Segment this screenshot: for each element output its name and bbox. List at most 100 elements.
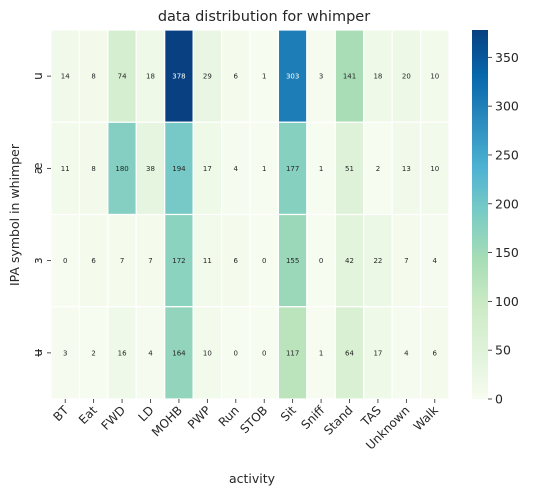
x-tick-label: Eat [76,403,100,427]
colorbar-tick-label: 150 [495,245,519,260]
heatmap-cell [277,121,308,216]
cell-value-label: 1 [319,165,323,173]
heatmap-cell [419,213,450,308]
cell-value-label: 18 [146,73,155,81]
colorbar: 0 50 100 150 200 250 300 350 [472,30,519,407]
colorbar-tick-label: 0 [495,392,503,407]
cell-value-label: 0 [63,257,67,265]
cell-value-label: 42 [345,257,354,265]
cell-value-label: 17 [373,349,382,357]
heatmap-cell [192,29,223,123]
colorbar-tick-label: 100 [495,294,519,309]
cell-value-label: 38 [146,165,155,173]
cell-value-label: 8 [91,73,95,81]
cell-value-label: 17 [203,165,212,173]
heatmap-cell [164,306,194,400]
cell-value-label: 0 [262,257,266,265]
cell-value-label: 14 [61,73,70,81]
heatmap-cell [391,306,422,400]
cell-value-label: 1 [319,349,323,357]
cell-value-label: 4 [234,165,239,173]
colorbar-tick-label: 300 [495,99,519,114]
heatmap-cell [192,306,223,400]
colorbar-tick-label: 350 [495,50,519,65]
cell-value-label: 6 [234,257,239,265]
cell-value-label: 4 [433,257,438,265]
cell-value-label: 6 [91,257,96,265]
colorbar-ticks: 0 50 100 150 200 250 300 350 [488,50,519,407]
heatmap-cell [391,121,422,216]
heatmap-cell [50,213,81,308]
cell-value-label: 177 [286,165,299,173]
cell-value-label: 20 [402,73,411,81]
heatmap-cell [78,121,109,216]
y-axis-ticks: u æ ɜ ʉ [31,72,51,357]
cell-value-label: 180 [115,165,128,173]
x-axis-label: activity [229,471,276,486]
heatmap-cell [107,213,137,308]
heatmap-cells [50,29,450,400]
x-tick-label: STOB [237,403,270,436]
x-tick-label: MOHB [149,403,185,439]
cell-value-label: 11 [203,257,212,265]
y-tick-label: ɜ [31,257,45,263]
cell-value-label: 117 [286,349,299,357]
heatmap-cell [277,306,308,400]
heatmap-cell [277,213,308,308]
x-tick-label: Stand [321,403,356,438]
cell-value-label: 6 [433,349,438,357]
cell-value-label: 303 [286,73,299,81]
cell-value-label: 4 [404,349,409,357]
heatmap-cell [249,306,280,400]
colorbar-gradient [472,30,488,399]
cell-value-label: 8 [91,165,95,173]
cell-value-label: 164 [172,349,186,357]
heatmap-cell [306,29,336,123]
heatmap-cell [419,306,450,400]
x-tick-label: FWD [98,403,128,433]
colorbar-tick-label: 250 [495,147,519,162]
cell-value-label: 29 [203,73,212,81]
heatmap-cell [164,121,194,216]
cell-value-label: 11 [61,165,70,173]
cell-value-label: 155 [286,257,299,265]
cell-value-label: 194 [172,165,186,173]
heatmap-cell [135,306,166,400]
cell-value-label: 7 [120,257,124,265]
heatmap-cell [107,121,137,216]
heatmap-cell [249,29,280,123]
x-tick-label: PWP [185,403,214,432]
cell-value-label: 7 [148,257,152,265]
x-tick-label: Walk [411,403,441,433]
cell-value-label: 0 [262,349,266,357]
cell-value-label: 141 [343,73,356,81]
heatmap-cell [334,306,365,400]
cell-value-label: 172 [172,257,185,265]
heatmap-cell [363,29,393,123]
cell-value-label: 0 [319,257,323,265]
heatmap-cell [363,306,393,400]
cell-value-label: 22 [373,257,382,265]
y-tick-label: u [31,72,45,80]
cell-value-label: 74 [118,73,127,81]
cell-value-label: 1 [262,73,266,81]
heatmap-cell [419,121,450,216]
heatmap-cell [419,29,450,123]
x-tick-label: BT [50,403,71,424]
cell-value-label: 10 [430,73,439,81]
cell-value-label: 7 [404,257,408,265]
cell-value-label: 4 [148,349,153,357]
y-tick-label: ʉ [31,349,45,357]
colorbar-tick-label: 200 [495,196,519,211]
heatmap-cell [220,121,251,216]
cell-value-label: 2 [376,165,380,173]
cell-value-label: 3 [63,349,67,357]
colorbar-tick-label: 50 [495,343,511,358]
cell-value-label: 6 [234,73,239,81]
cell-value-label: 16 [118,349,127,357]
heatmap-cell [249,213,280,308]
heatmap-cell [192,121,223,216]
